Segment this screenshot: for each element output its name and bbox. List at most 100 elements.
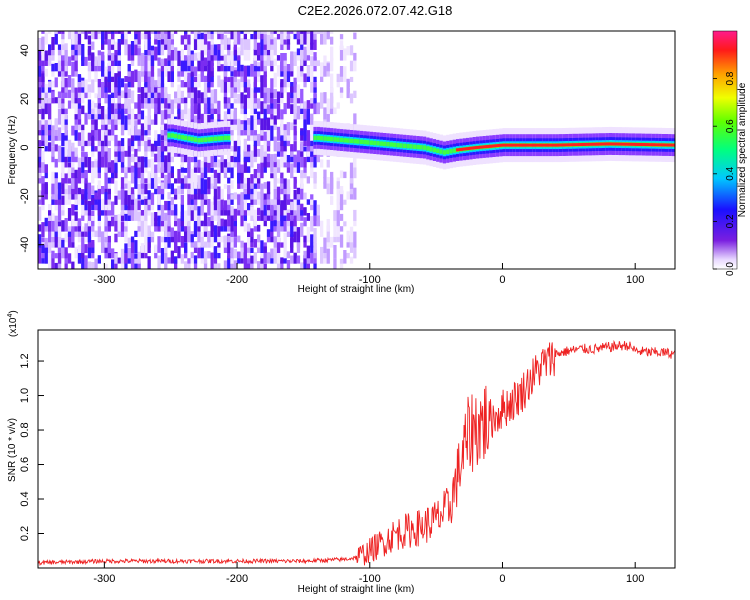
spectrogram-cell [111, 52, 115, 61]
spectrogram-cell [220, 218, 224, 227]
spectrogram-cell [320, 159, 324, 168]
spectrogram-cell [237, 235, 241, 243]
spectrogram-cell [170, 36, 174, 45]
spectrogram-cell [111, 170, 115, 179]
spectrogram-cell [144, 126, 148, 136]
spectrogram-cell [130, 54, 135, 61]
spectrogram-cell [257, 42, 261, 56]
spectrogram-cell [57, 44, 62, 50]
spectrogram-cell [197, 230, 201, 243]
spectrogram-cell [38, 246, 42, 264]
spectrogram-band [439, 149, 443, 154]
spectrogram-cell [111, 133, 115, 141]
spectrogram-cell [273, 161, 277, 168]
spectrogram-cell [81, 237, 85, 253]
spectrogram-cell [276, 237, 281, 253]
spectrogram-cell [167, 105, 171, 115]
spectrogram-cell [260, 209, 264, 221]
y-tick-label: 0.6 [19, 457, 31, 472]
spectrogram-cell [150, 212, 155, 227]
spectrogram-cell [243, 33, 247, 50]
spectrogram-cell [124, 35, 128, 45]
spectrogram-cell [263, 31, 267, 34]
spectrogram-cell [303, 114, 307, 131]
spectrogram-cell [253, 38, 257, 50]
spectrogram-cell [97, 108, 101, 115]
spectrogram-cell [260, 191, 264, 200]
spectrogram-cell [220, 159, 224, 173]
spectrogram-cell [260, 75, 264, 82]
spectrogram-cell [164, 31, 168, 34]
spectrogram-cell [187, 51, 191, 66]
spectrogram-cell [213, 226, 218, 243]
spectrogram-cell [54, 253, 58, 259]
spectrogram-cell [61, 248, 65, 259]
spectrogram-cell [38, 109, 42, 114]
spectrogram-cell [316, 213, 320, 227]
spectrogram-cell [197, 175, 201, 189]
spectrogram-band [432, 147, 437, 153]
spectrogram-cell [174, 230, 178, 248]
spectrogram-cell [207, 230, 211, 243]
spectrogram-cell [160, 93, 165, 104]
spectrogram-cell [67, 208, 72, 221]
spectrogram-cell [48, 142, 52, 152]
spectrogram-cell [293, 179, 297, 189]
spectrogram-cell [197, 90, 201, 98]
spectrogram-cell [127, 237, 131, 248]
spectrogram-cell [67, 170, 72, 179]
spectrogram-cell [273, 168, 277, 179]
spectrogram-cell [286, 251, 291, 259]
spectrogram-cell [210, 155, 214, 168]
spectrogram-cell [104, 201, 108, 211]
spectrogram-cell [74, 211, 78, 221]
spectrogram-cell [270, 49, 274, 61]
spectrogram-cell [44, 83, 48, 93]
spectrogram-cell [300, 262, 304, 269]
spectrogram-cell [190, 88, 194, 99]
spectrogram-cell [257, 133, 261, 147]
spectrogram-cell [157, 68, 161, 77]
spectrogram-cell [94, 71, 98, 82]
spectrogram-cell [167, 53, 171, 61]
spectrogram-cell [71, 229, 75, 243]
spectrogram-cell [253, 31, 257, 34]
spectrogram-cell [200, 167, 204, 179]
spectrogram-band [349, 138, 354, 144]
spectrogram-cell [41, 222, 45, 237]
spectrogram-cell [134, 31, 138, 40]
spectrogram-cell [61, 68, 65, 77]
spectrogram-cell [210, 212, 214, 221]
spectrogram-cell [276, 165, 281, 173]
y-tick-label: 0.8 [19, 422, 31, 437]
spectrogram-cell [84, 201, 88, 211]
spectrogram-cell [187, 41, 191, 56]
spectrogram-cell [213, 89, 218, 104]
spectrogram-cell [200, 233, 204, 248]
spectrogram-cell [250, 34, 254, 40]
spectrogram-cell [290, 86, 294, 93]
spectrogram-cell [104, 192, 108, 200]
spectrogram-cell [243, 252, 247, 269]
spectrogram-cell [84, 151, 88, 157]
spectrogram-cell [140, 69, 145, 77]
spectrogram-cell [87, 45, 92, 56]
spectrogram-cell [94, 107, 98, 115]
spectrogram-cell [207, 114, 211, 125]
spectrogram-cell [41, 105, 45, 120]
spectrogram-cell [111, 74, 115, 82]
spectrogram-cell [120, 123, 125, 136]
spectrogram-cell [150, 60, 155, 77]
spectrogram-band [313, 135, 317, 141]
spectrogram-cell [266, 87, 271, 104]
spectrogram-cell [180, 174, 184, 184]
spectrogram-band [449, 149, 453, 154]
spectrogram-cell [164, 109, 168, 120]
spectrogram-cell [81, 151, 85, 157]
spectrogram-cell [87, 188, 92, 195]
spectrogram-cell [323, 55, 327, 66]
spectrogram-cell [283, 76, 287, 88]
spectrogram-cell [339, 226, 344, 232]
spectrogram-cell [193, 165, 198, 173]
spectrogram-cell [44, 144, 48, 152]
